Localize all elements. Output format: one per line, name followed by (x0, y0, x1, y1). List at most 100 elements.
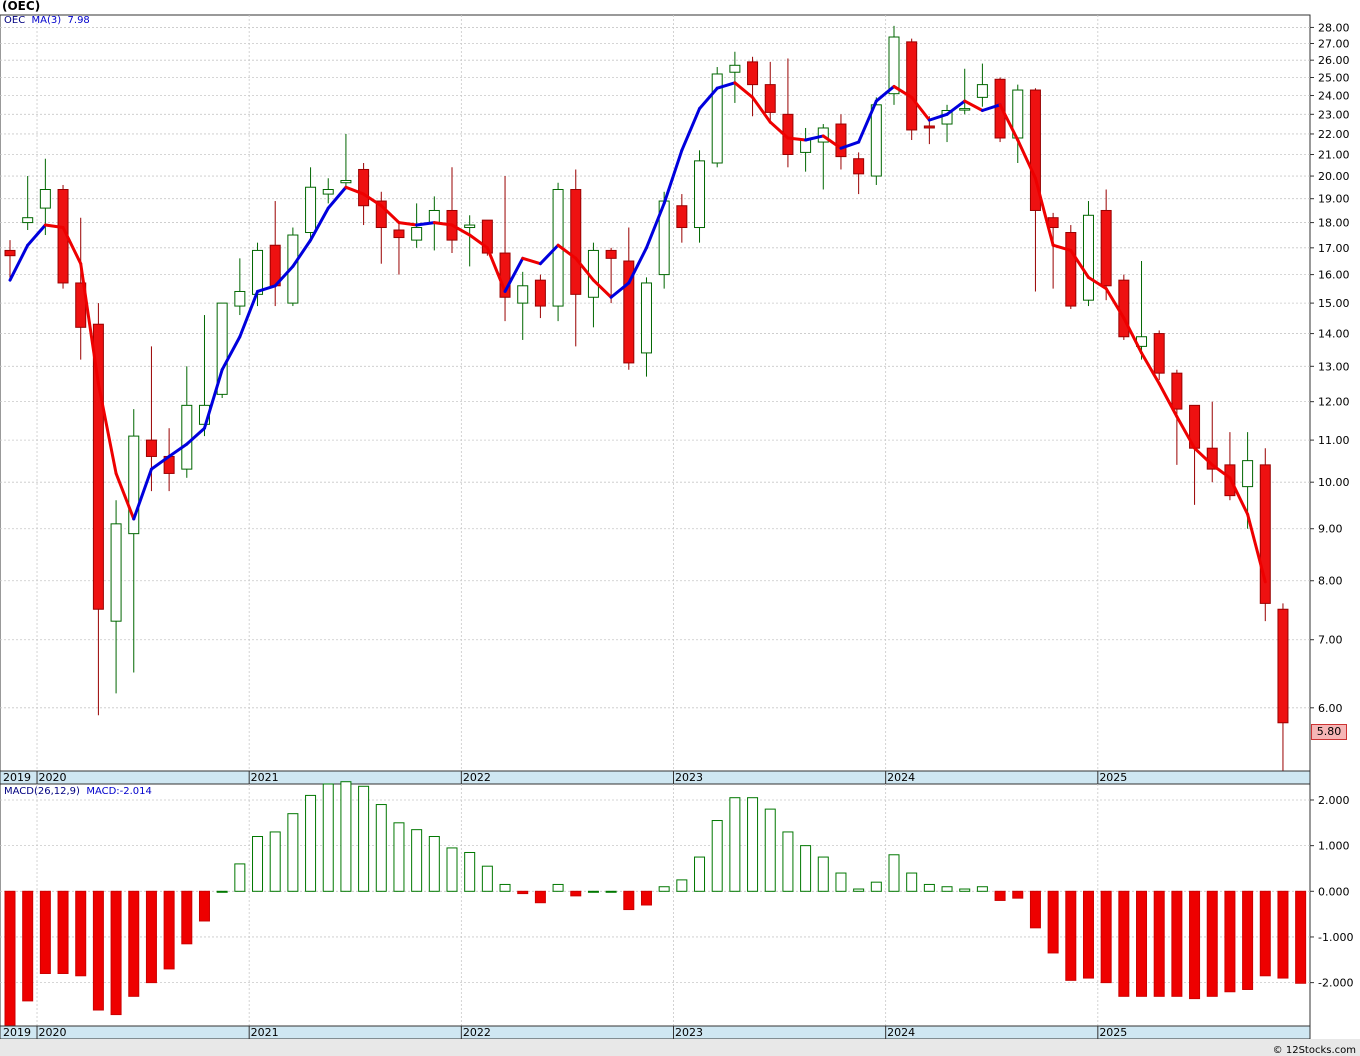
candle-body (1171, 372, 1183, 410)
candle-body (428, 209, 440, 224)
macd-bar (234, 863, 246, 892)
macd-bar (163, 890, 175, 970)
ma-segment (627, 246, 648, 285)
candle-body (853, 158, 865, 175)
macd-bar (464, 851, 476, 892)
macd-x-axis: 2019 2020 2021 2022 2023 2024 2025 (3, 1026, 1127, 1039)
ma-segment (662, 148, 684, 205)
macd-bar (92, 890, 104, 1011)
macd-bar (145, 890, 157, 984)
macd-bar (1153, 890, 1165, 997)
footer-band (0, 1039, 1360, 1056)
candle-body (234, 290, 246, 307)
macd-tick-label: 1.000 (1318, 840, 1350, 853)
macd-bars (4, 781, 1307, 1027)
candle-body (375, 200, 387, 229)
ma-segment (238, 289, 260, 339)
candle-body (640, 282, 652, 354)
x-axis-year-label: 2019 (3, 771, 31, 784)
ma-segment (1069, 248, 1090, 279)
price-tick-label: 10.00 (1318, 476, 1350, 489)
ma-segment (1016, 138, 1037, 180)
ma-segment (132, 467, 153, 521)
ma-segment (167, 442, 189, 458)
candle-body (623, 260, 635, 364)
x-axis-year-label: 2024 (887, 771, 915, 784)
candle-body (1259, 464, 1271, 604)
candle-body (711, 73, 723, 164)
last-price-badge: 5.80 (1311, 724, 1347, 740)
price-tick-label: 27.00 (1318, 38, 1350, 51)
macd-bar (499, 883, 511, 892)
x-axis-year-label: 2020 (39, 1026, 67, 1039)
price-tick-label: 13.00 (1318, 360, 1350, 373)
price-grid (0, 15, 1310, 771)
candle-body (976, 84, 988, 98)
ma-segment (1086, 275, 1108, 291)
ma-segment (415, 221, 436, 227)
macd-bar (552, 883, 564, 892)
ma-segment (503, 256, 525, 293)
macd-bar (39, 890, 51, 974)
ma-segment (485, 246, 507, 293)
price-tick-label: 16.00 (1318, 269, 1350, 282)
x-axis-year-label: 2022 (463, 771, 491, 784)
macd-bar (287, 813, 299, 892)
macd-bar (994, 890, 1006, 901)
ma-segment (892, 84, 914, 99)
price-tick-label: 20.00 (1318, 170, 1350, 183)
ma-segment (733, 81, 755, 99)
macd-bar (305, 794, 317, 892)
ma-segment (698, 86, 719, 111)
ma-segment (450, 223, 472, 237)
candle-body (959, 108, 971, 111)
ma-segment (309, 206, 330, 242)
price-x-axis: 2019 2020 2021 2022 2023 2024 2025 (3, 771, 1127, 784)
candle-body (676, 205, 688, 229)
macd-y-axis: 2.000 1.000 0.000 -1.000 -2.000 (1310, 794, 1353, 990)
x-axis-year-label: 2024 (887, 1026, 915, 1039)
ma-segment (8, 243, 30, 282)
ma-segment (1175, 415, 1197, 450)
ma-segment (1157, 382, 1179, 419)
ticker-title: (OEC) (2, 0, 41, 13)
macd-bar (853, 888, 865, 892)
ma-segment (857, 99, 878, 144)
price-legend-ma-value: 7.98 (67, 15, 90, 26)
candle-body (1047, 217, 1059, 229)
ma-segment (397, 221, 419, 227)
candle-body (269, 244, 281, 287)
x-axis-year-label: 2022 (463, 1026, 491, 1039)
candle-body (128, 435, 140, 535)
price-legend: OEC MA(3) 7.98 (4, 15, 90, 26)
price-legend-ma-label: MA(3) (31, 15, 62, 26)
macd-bar (1012, 890, 1024, 899)
ma-segment (574, 256, 595, 282)
moving-average-line (8, 81, 1267, 584)
ma-segment (1193, 446, 1214, 467)
ma-segment (538, 243, 560, 266)
candle-body (835, 123, 847, 158)
ma-segment (149, 454, 171, 471)
candle-body (923, 125, 935, 129)
candle-body (1065, 232, 1077, 307)
macd-bar (517, 890, 529, 895)
macd-bar (75, 890, 87, 977)
macd-bar (676, 879, 688, 892)
macd-bar (128, 890, 140, 997)
candle-body (888, 36, 900, 95)
candle-body (994, 78, 1006, 139)
ma-segment (344, 185, 366, 196)
ma-segment (185, 426, 206, 446)
macd-bar (800, 845, 812, 892)
macd-bar (1242, 890, 1254, 990)
macd-bar (322, 783, 334, 892)
macd-bar (411, 829, 423, 892)
candle-body (4, 249, 16, 257)
macd-bar (764, 808, 776, 892)
price-tick-label: 17.00 (1318, 242, 1350, 255)
price-tick-label: 22.00 (1318, 128, 1350, 141)
candle-body (870, 104, 882, 177)
ma-segment (1246, 512, 1267, 584)
copyright-text: © 12Stocks.com (1272, 1045, 1356, 1056)
